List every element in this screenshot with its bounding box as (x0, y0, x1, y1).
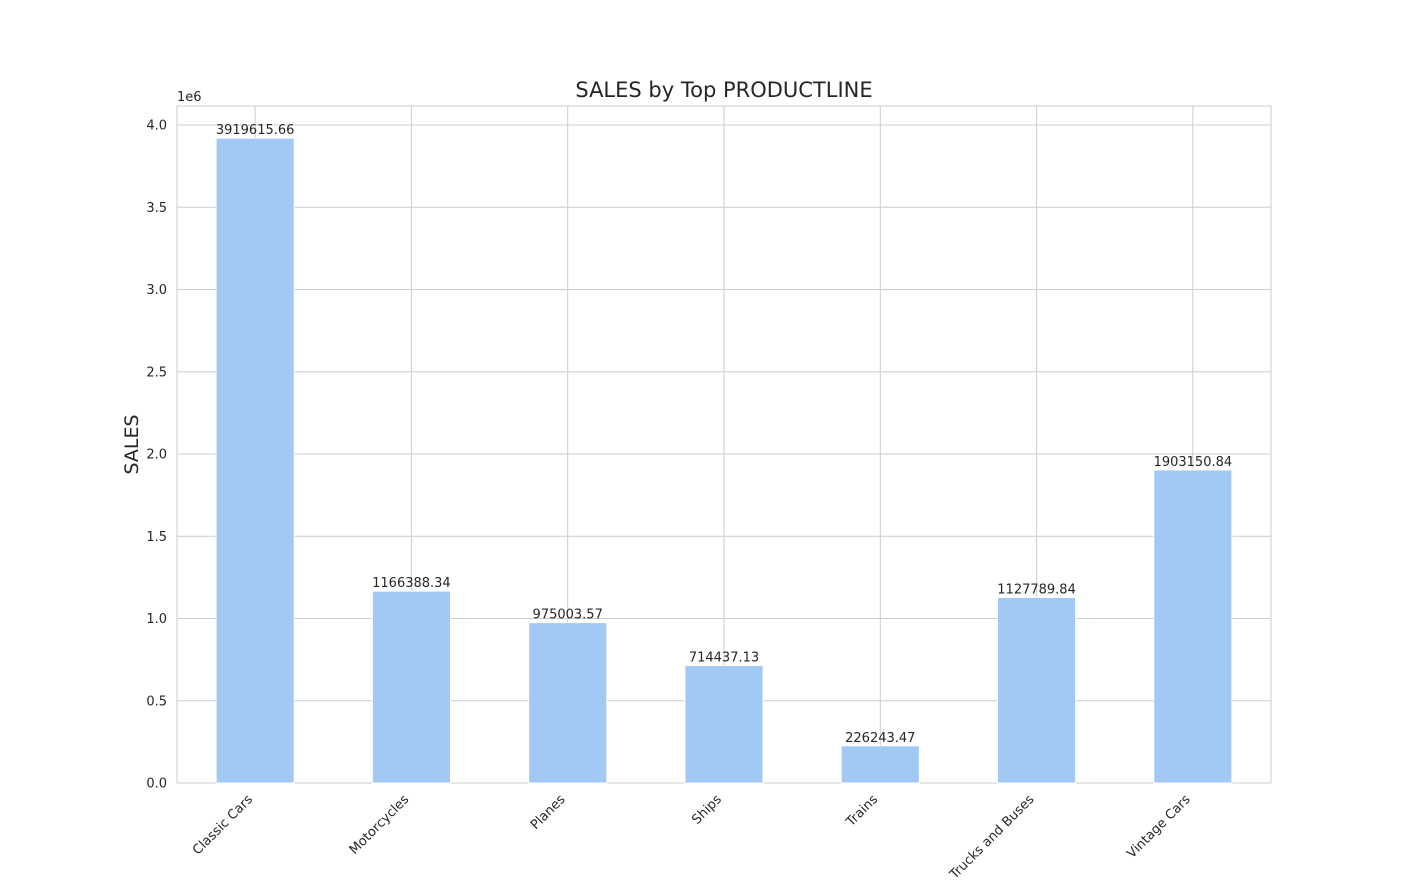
x-tick-label: Motorcycles (347, 792, 413, 858)
y-tick-label: 4.0 (146, 119, 167, 134)
y-axis-offset-label: 1e6 (177, 90, 202, 105)
y-tick-label: 1.5 (146, 530, 167, 545)
x-tick-label: Ships (689, 792, 725, 828)
bar (840, 745, 920, 784)
x-tick-label: Vintage Cars (1124, 792, 1194, 862)
y-tick-label: 0.5 (146, 694, 167, 709)
bar (371, 590, 452, 784)
x-tick-label: Trucks and Buses (947, 792, 1038, 880)
data-label: 975003.57 (533, 608, 603, 623)
bar (215, 137, 295, 784)
data-label: 226243.47 (845, 731, 915, 746)
x-axis-ticks: Classic Cars Motorcycles Planes Ships Trains… (190, 792, 1194, 880)
y-tick-label: 2.5 (146, 365, 167, 380)
bars-layer (215, 137, 1233, 784)
data-labels-layer: 3919615.66 1166388.34 975003.57 714437.13 22… (216, 123, 1232, 746)
data-label: 1903150.84 (1154, 455, 1233, 470)
y-tick-label: 0.0 (146, 777, 167, 792)
data-label: 1166388.34 (372, 576, 451, 591)
y-axis-ticks: 0.0 0.5 1.0 1.5 2.0 2.5 3.0 3.5 4.0 (146, 119, 167, 792)
bar (1153, 469, 1233, 784)
y-tick-label: 3.5 (146, 201, 167, 216)
data-label: 1127789.84 (997, 582, 1076, 597)
bar (528, 622, 608, 784)
y-axis-label: SALES (121, 414, 143, 474)
x-tick-label: Classic Cars (190, 792, 256, 858)
data-label: 714437.13 (689, 650, 759, 665)
y-tick-label: 3.0 (146, 283, 167, 298)
bar (997, 596, 1077, 784)
bar (684, 664, 764, 784)
x-tick-label: Trains (843, 792, 881, 830)
y-tick-label: 2.0 (146, 448, 167, 463)
y-tick-label: 1.0 (146, 612, 167, 627)
x-tick-label: Planes (528, 792, 569, 833)
data-label: 3919615.66 (216, 123, 295, 138)
chart-title: SALES by Top PRODUCTLINE (575, 78, 872, 102)
